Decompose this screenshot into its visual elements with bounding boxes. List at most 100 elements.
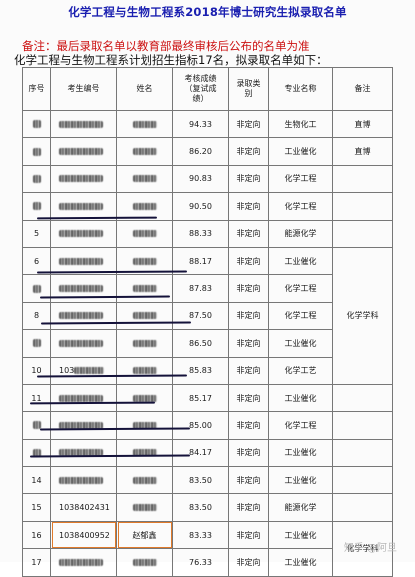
table-header-row: 序号 考生编号 姓名 考核成绩 （复试成 绩） 录取类别 专业名称 备注 <box>22 67 393 111</box>
table-row: 5 88.33 非定向 能源化学 <box>22 219 393 248</box>
table-row: 15 1038402431 83.50 非定向 能源化学 <box>22 493 393 522</box>
cell-remark <box>332 438 393 468</box>
cell-exam-id <box>50 301 117 331</box>
redacted-text <box>59 421 103 429</box>
cell-category: 非定向 <box>228 466 269 495</box>
cell-category: 非定向 <box>228 411 269 440</box>
cell-exam-id: 1038402431 <box>50 493 117 522</box>
cell-remark <box>332 411 393 440</box>
cell-seq <box>22 329 51 358</box>
cell-name <box>116 219 173 248</box>
cell-remark: 直博 <box>332 137 393 166</box>
redacted-text <box>74 367 105 375</box>
col-header-score: 考核成绩 （复试成 绩） <box>172 67 229 111</box>
cell-remark <box>332 192 393 221</box>
cell-major: 能源化学 <box>268 493 333 522</box>
cell-name <box>116 301 173 331</box>
table-row: 85.00 非定向 化学工程 <box>22 411 393 440</box>
cell-exam-id <box>50 383 117 413</box>
cell-name <box>116 466 173 495</box>
cell-score: 94.33 <box>172 109 229 139</box>
cell-seq: 17 <box>22 548 51 577</box>
redacted-text <box>59 476 103 484</box>
cell-category: 非定向 <box>228 109 269 139</box>
redacted-text <box>132 175 157 183</box>
table-row: 90.83 非定向 化学工程 <box>22 164 393 194</box>
cell-score: 90.50 <box>172 192 229 221</box>
cell-major: 工业催化 <box>268 329 333 358</box>
redacted-text <box>132 148 157 156</box>
redacted-text <box>132 257 157 265</box>
cell-major: 工业催化 <box>268 520 333 550</box>
cell-major: 工业催化 <box>268 383 333 413</box>
redacted-text <box>32 174 41 183</box>
cell-remark <box>332 383 393 413</box>
cell-exam-id <box>50 109 117 139</box>
table-row: 16 1038400952 赵郁鑫 83.33 非定向 工业催化 化学学科 <box>22 520 393 577</box>
cell-remark <box>332 219 393 248</box>
cell-score: 87.83 <box>172 274 229 303</box>
redacted-text <box>59 339 103 347</box>
redacted-text <box>32 202 41 211</box>
cell-major: 化学工程 <box>268 192 333 221</box>
cell-major: 工业催化 <box>268 438 333 468</box>
cell-seq <box>22 137 51 166</box>
col-header-seq: 序号 <box>22 67 51 111</box>
redacted-text <box>132 449 157 457</box>
redacted-text <box>59 202 103 210</box>
cell-name <box>116 329 173 358</box>
table-row: 94.33 非定向 生物化工 直博 <box>22 109 393 139</box>
cell-seq: 5 <box>22 219 51 248</box>
cell-exam-id: 1038400952 <box>50 520 117 550</box>
cell-seq: 15 <box>22 493 51 522</box>
cell-score: 88.33 <box>172 219 229 248</box>
redacted-text <box>59 120 103 128</box>
cell-major: 化学工程 <box>268 411 333 440</box>
table-row: 6 88.17 非定向 工业催化 化学学科 <box>22 246 393 385</box>
redacted-text <box>32 339 41 348</box>
document-page: 化学工程与生物工程系2018年博士研究生拟录取名单 备注：最后录取名单以教育部最… <box>14 5 397 577</box>
cell-major: 化学工程 <box>268 301 333 331</box>
cell-category: 非定向 <box>228 493 269 522</box>
col-header-exam-id: 考生编号 <box>50 67 117 111</box>
cell-category: 非定向 <box>228 356 269 385</box>
cell-seq: 14 <box>22 466 51 495</box>
cell-seq <box>22 109 51 139</box>
redacted-text <box>132 285 157 293</box>
redacted-text <box>59 449 103 457</box>
cell-name <box>116 137 173 166</box>
redacted-text <box>132 339 157 347</box>
redacted-text <box>32 120 41 129</box>
cell-major: 化学工程 <box>268 164 333 194</box>
redacted-text <box>132 476 157 484</box>
table-row: 84.17 非定向 工业催化 <box>22 438 393 468</box>
cell-major: 化学工程 <box>268 274 333 303</box>
cell-category: 非定向 <box>228 520 269 550</box>
col-header-major: 专业名称 <box>268 67 333 111</box>
redacted-text <box>132 504 157 512</box>
cell-category: 非定向 <box>228 164 269 194</box>
cell-score: 85.17 <box>172 383 229 413</box>
cell-name <box>116 164 173 194</box>
redacted-text <box>132 394 157 402</box>
cell-score: 84.17 <box>172 438 229 468</box>
cell-category: 非定向 <box>228 329 269 358</box>
redacted-text <box>59 148 103 156</box>
intro-text: 化学工程与生物工程系计划招生指标17名，拟录取名单如下： <box>14 53 328 67</box>
table-body: 94.33 非定向 生物化工 直博 86.20 非定向 工业催化 直博 90.83 非定向 化学工程… <box>22 109 393 577</box>
cell-seq: 10 <box>22 356 51 385</box>
cell-name <box>116 438 173 468</box>
cell-name <box>116 548 173 577</box>
watermark: 知乎 @阿旦 <box>343 543 397 554</box>
table-row: 11 85.17 非定向 工业催化 <box>22 383 393 413</box>
cell-major: 能源化学 <box>268 219 333 248</box>
cell-name <box>116 356 173 385</box>
cell-exam-id <box>50 438 117 468</box>
cell-category: 非定向 <box>228 137 269 166</box>
cell-score: 85.00 <box>172 411 229 440</box>
cell-seq <box>22 411 51 440</box>
col-header-name: 姓名 <box>116 67 173 111</box>
cell-score: 90.83 <box>172 164 229 194</box>
cell-seq: 8 <box>22 301 51 331</box>
table-row: 8 87.50 非定向 化学工程 <box>22 301 393 331</box>
